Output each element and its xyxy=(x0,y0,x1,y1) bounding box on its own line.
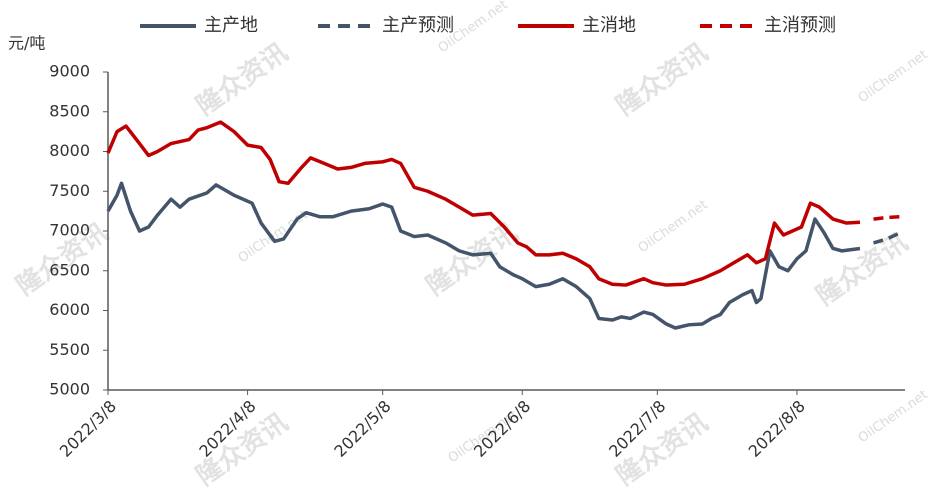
legend-label: 主产预测 xyxy=(382,15,454,36)
y-tick-label: 5500 xyxy=(49,340,90,359)
watermark: 隆众资讯 xyxy=(191,38,293,122)
watermark: OilChem.net xyxy=(856,47,931,106)
legend-label: 主产地 xyxy=(204,15,258,36)
x-tick-label: 2022/3/8 xyxy=(56,397,120,461)
y-tick-label: 8500 xyxy=(49,101,90,120)
y-axis-label: 元/吨 xyxy=(8,34,45,53)
series-line xyxy=(106,120,861,287)
x-tick-label: 2022/8/8 xyxy=(745,397,809,461)
y-tick-label: 9000 xyxy=(49,62,90,81)
watermark: 隆众资讯 xyxy=(611,38,713,122)
watermark: OilChem.net xyxy=(856,387,931,446)
series-line xyxy=(872,231,902,245)
x-tick-label: 2022/5/8 xyxy=(330,397,394,461)
legend-label: 主消预测 xyxy=(764,15,836,36)
y-tick-label: 7000 xyxy=(49,221,90,240)
series-line xyxy=(873,214,901,221)
y-tick-label: 6500 xyxy=(49,260,90,279)
y-tick-label: 5000 xyxy=(49,380,90,399)
y-tick-label: 6000 xyxy=(49,300,90,319)
series-line xyxy=(106,181,861,330)
y-tick-label: 8000 xyxy=(49,141,90,160)
y-tick-label: 7500 xyxy=(49,181,90,200)
watermark: OilChem.net xyxy=(636,197,711,256)
legend-label: 主消地 xyxy=(582,15,636,36)
x-tick-label: 2022/6/8 xyxy=(470,397,534,461)
